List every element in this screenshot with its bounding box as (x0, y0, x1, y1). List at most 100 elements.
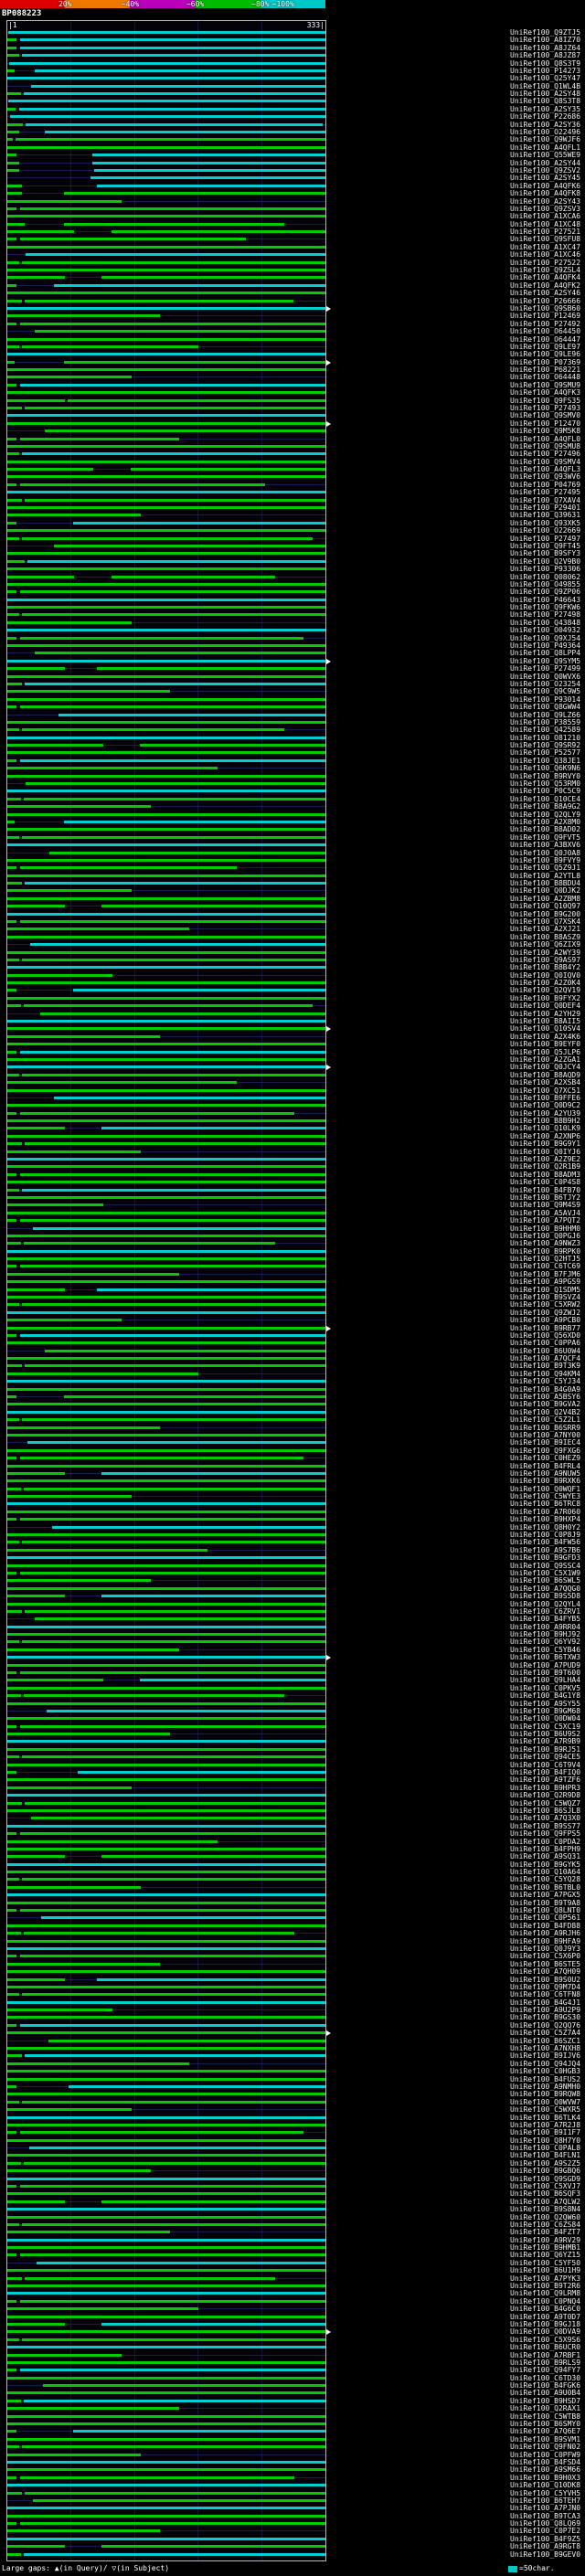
hit-bar[interactable] (7, 215, 325, 218)
hit-label[interactable]: UniRef100_B4FGK6 (510, 2381, 581, 2390)
hit-bar[interactable] (7, 1257, 325, 1261)
hit-label[interactable]: UniRef100_B4F9Z5 (510, 2534, 581, 2543)
hit-label[interactable]: UniRef100_Q6K9N6 (510, 764, 581, 773)
hit-bar[interactable] (7, 751, 325, 755)
hit-bar[interactable] (7, 54, 19, 58)
hit-bar[interactable] (7, 590, 17, 594)
hit-bar[interactable] (31, 84, 325, 88)
hit-bar[interactable] (35, 652, 325, 655)
hit-bar[interactable] (7, 1280, 325, 1284)
hit-label[interactable]: UniRef100_Q94JQ4 (510, 2059, 581, 2068)
hit-bar[interactable] (7, 1172, 17, 1176)
hit-bar[interactable] (7, 2070, 325, 2073)
hit-bar[interactable] (7, 398, 65, 402)
hit-bar[interactable] (7, 1609, 22, 1613)
hit-bar[interactable] (19, 590, 325, 594)
hit-bar[interactable] (7, 536, 19, 540)
hit-label[interactable]: UniRef100_B8AQD9 (510, 1070, 581, 1079)
hit-bar[interactable] (7, 452, 19, 456)
hit-label[interactable]: UniRef100_Q9ZSV2 (510, 165, 581, 175)
hit-label[interactable]: UniRef100_B9RB77 (510, 1323, 581, 1332)
hit-bar[interactable] (7, 805, 151, 809)
hit-bar[interactable] (21, 1993, 325, 1997)
hit-bar[interactable] (7, 1448, 325, 1452)
hit-label[interactable]: UniRef100_Q0WVW7 (510, 2097, 581, 2106)
hit-bar[interactable] (7, 391, 325, 395)
hit-bar[interactable] (7, 629, 325, 632)
hit-bar[interactable] (7, 1985, 325, 1988)
hit-label[interactable]: UniRef100_P07369 (510, 357, 581, 366)
hit-bar[interactable] (19, 1955, 325, 1958)
hit-label[interactable]: UniRef100_A2SY36 (510, 120, 581, 129)
hit-bar[interactable] (7, 1364, 22, 1368)
hit-bar[interactable] (7, 46, 17, 49)
hit-label[interactable]: UniRef100_A4QFK3 (510, 388, 581, 398)
hit-label[interactable]: UniRef100_Q8LQ69 (510, 2519, 581, 2528)
hit-bar[interactable] (7, 1150, 142, 1153)
hit-bar[interactable] (7, 1556, 325, 1560)
hit-label[interactable]: UniRef100_A7QH09 (510, 1967, 581, 1977)
hit-bar[interactable] (7, 1158, 325, 1161)
hit-bar[interactable] (7, 1871, 325, 1874)
hit-bar[interactable] (63, 222, 285, 226)
hit-bar[interactable] (140, 744, 325, 747)
hit-bar[interactable] (7, 107, 16, 111)
hit-label[interactable]: UniRef100_B9GS30 (510, 2013, 581, 2022)
hit-bar[interactable] (7, 2529, 161, 2533)
hit-bar[interactable] (7, 514, 142, 517)
hit-label[interactable]: UniRef100_B8B4Y2 (510, 963, 581, 972)
hit-label[interactable]: UniRef100_A9NMH0 (510, 2082, 581, 2091)
hit-bar[interactable] (7, 1479, 325, 1483)
hit-label[interactable]: UniRef100_B9GJ18 (510, 2319, 581, 2328)
hit-label[interactable]: UniRef100_Q10CE4 (510, 794, 581, 803)
hit-bar[interactable] (7, 2047, 325, 2050)
hit-label[interactable]: UniRef100_B9RQW8 (510, 2090, 581, 2099)
hit-label[interactable]: UniRef100_C0PKV5 (510, 1683, 581, 1692)
hit-bar[interactable] (7, 2154, 325, 2157)
hit-bar[interactable] (7, 2292, 325, 2295)
hit-bar[interactable] (7, 529, 325, 533)
hit-label[interactable]: UniRef100_Q9XJ54 (510, 633, 581, 642)
hit-label[interactable]: UniRef100_B9SFY3 (510, 549, 581, 558)
hit-bar[interactable] (7, 1633, 325, 1637)
hit-label[interactable]: UniRef100_Q93WV6 (510, 472, 581, 482)
hit-label[interactable]: UniRef100_P46643 (510, 595, 581, 604)
hit-bar[interactable] (7, 866, 17, 870)
hit-label[interactable]: UniRef100_A7NXH8 (510, 2044, 581, 2052)
hit-label[interactable]: UniRef100_Q9FKW6 (510, 603, 581, 612)
hit-bar[interactable] (7, 122, 23, 126)
hit-bar[interactable] (7, 2192, 325, 2196)
hit-bar[interactable] (7, 1656, 325, 1659)
hit-bar[interactable] (7, 882, 22, 885)
hit-bar[interactable] (7, 2184, 17, 2188)
hit-bar[interactable] (7, 919, 17, 923)
hit-label[interactable]: UniRef100_A9S2Z5 (510, 2158, 581, 2168)
hit-bar[interactable] (7, 2414, 325, 2418)
hit-bar[interactable] (7, 1495, 132, 1499)
hit-bar[interactable] (24, 682, 325, 685)
hit-label[interactable]: UniRef100_A2X8M0 (510, 817, 581, 826)
hit-bar[interactable] (7, 1410, 325, 1414)
hit-bar[interactable] (7, 154, 17, 157)
hit-bar[interactable] (24, 407, 325, 409)
hit-label[interactable]: UniRef100_A2SY43 (510, 196, 581, 206)
hit-label[interactable]: UniRef100_Q0D9C2 (510, 1101, 581, 1110)
hit-bar[interactable] (7, 1464, 325, 1468)
hit-label[interactable]: UniRef100_B4G4J1 (510, 1998, 581, 2007)
hit-bar[interactable] (19, 1832, 325, 1836)
hit-label[interactable]: UniRef100_B6TJY2 (510, 1193, 581, 1202)
hit-bar[interactable] (7, 843, 325, 847)
hit-label[interactable]: UniRef100_P12470 (510, 419, 581, 428)
hit-bar[interactable] (19, 1219, 325, 1223)
hit-label[interactable]: UniRef100_Q8S3T9 (510, 58, 581, 68)
hit-label[interactable]: UniRef100_Q2QV19 (510, 986, 581, 995)
hit-label[interactable]: UniRef100_B8AD02 (510, 825, 581, 834)
hit-bar[interactable] (21, 1073, 325, 1076)
hit-bar[interactable] (7, 2545, 65, 2549)
hit-bar[interactable] (7, 482, 17, 486)
hit-bar[interactable] (7, 1625, 325, 1628)
hit-label[interactable]: UniRef100_P27521 (510, 228, 581, 237)
hit-bar[interactable] (7, 820, 16, 823)
hit-label[interactable]: UniRef100_C6TFN8 (510, 1990, 581, 1999)
hit-bar[interactable] (7, 2391, 325, 2395)
